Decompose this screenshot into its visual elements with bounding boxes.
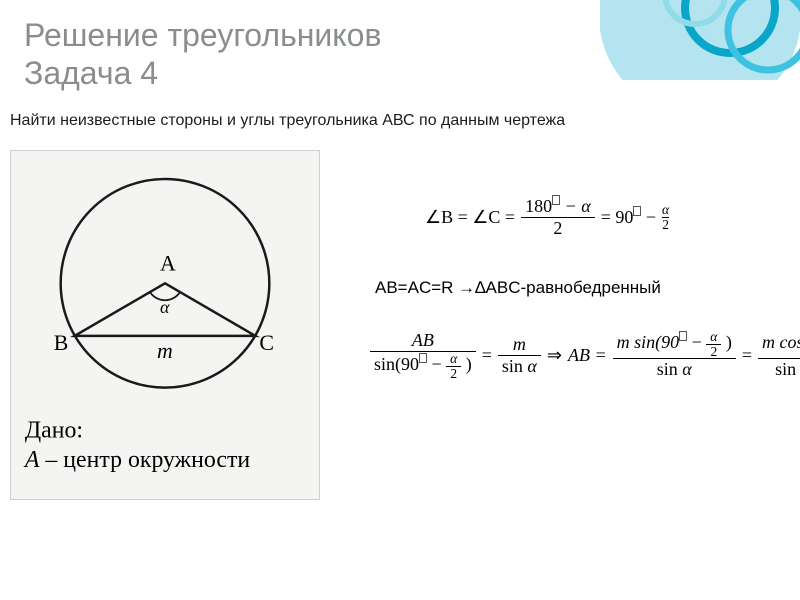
side-m-label: m <box>157 339 173 363</box>
problem-diagram: А В С α m Дано: A – центр окружности <box>10 150 320 500</box>
corner-decoration <box>600 0 800 80</box>
title-line2: Задача 4 <box>24 55 158 91</box>
given-text: A – центр окружности <box>23 447 250 473</box>
vertex-b-label: В <box>54 331 69 355</box>
given-header: Дано: <box>25 417 83 443</box>
slide-title: Решение треугольников Задача 4 <box>24 16 381 93</box>
problem-statement: Найти неизвестные стороны и углы треугол… <box>10 112 565 130</box>
title-line1: Решение треугольников <box>24 17 381 53</box>
vertex-a-label: А <box>160 251 176 275</box>
equation-isosceles: AB=AC=R →∆ABC-равнобедренный <box>375 278 661 298</box>
equation-angle-b-c: ∠B = ∠C = 180 − α 2 = 90 − α 2 <box>425 195 669 239</box>
equation-law-of-sines: AB sin(90 − α2 ) = m sin α ⇒ AB = m sin(… <box>370 330 800 380</box>
vertex-c-label: С <box>259 331 274 355</box>
angle-alpha-label: α <box>160 297 170 317</box>
